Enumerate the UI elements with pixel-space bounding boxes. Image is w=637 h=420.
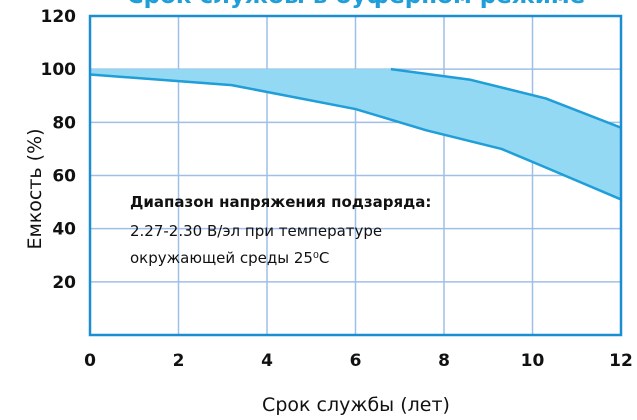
annotation-line-2: окружающей среды 25⁰С bbox=[130, 249, 329, 267]
y-tick-label: 20 bbox=[52, 273, 76, 293]
y-tick-label: 120 bbox=[41, 7, 77, 27]
annotation-heading: Диапазон напряжения подзаряда: bbox=[130, 193, 431, 211]
x-tick-label: 10 bbox=[521, 351, 545, 371]
x-axis-label: Срок службы (лет) bbox=[262, 394, 450, 416]
x-tick-label: 6 bbox=[350, 351, 362, 371]
chart-title: Срок службы в буферном режиме bbox=[127, 0, 585, 9]
capacity-band bbox=[90, 69, 621, 200]
upper-series-line bbox=[390, 67, 622, 129]
lower-series-line bbox=[89, 73, 622, 201]
y-tick-label: 40 bbox=[52, 220, 76, 240]
x-tick-label: 2 bbox=[173, 351, 185, 371]
y-tick-label: 100 bbox=[41, 60, 77, 80]
x-axis-ticks: 0 2 4 6 8 10 12 bbox=[84, 351, 633, 371]
y-tick-label: 80 bbox=[52, 113, 76, 133]
annotation-box: Диапазон напряжения подзаряда: 2.27-2.30… bbox=[130, 193, 431, 267]
x-tick-label: 12 bbox=[609, 351, 633, 371]
annotation-line-1: 2.27-2.30 В/эл при температуре bbox=[130, 222, 382, 240]
y-axis-label: Емкость (%) bbox=[24, 128, 46, 249]
x-tick-label: 0 bbox=[84, 351, 96, 371]
capacity-band-area bbox=[90, 69, 621, 200]
y-tick-label: 60 bbox=[52, 167, 76, 187]
grid-lines bbox=[90, 16, 621, 335]
x-tick-label: 8 bbox=[438, 351, 450, 371]
series-lines bbox=[89, 67, 622, 201]
y-axis-ticks: 120 100 80 60 40 20 bbox=[41, 7, 77, 293]
x-tick-label: 4 bbox=[261, 351, 273, 371]
plot-frame bbox=[88, 14, 623, 337]
